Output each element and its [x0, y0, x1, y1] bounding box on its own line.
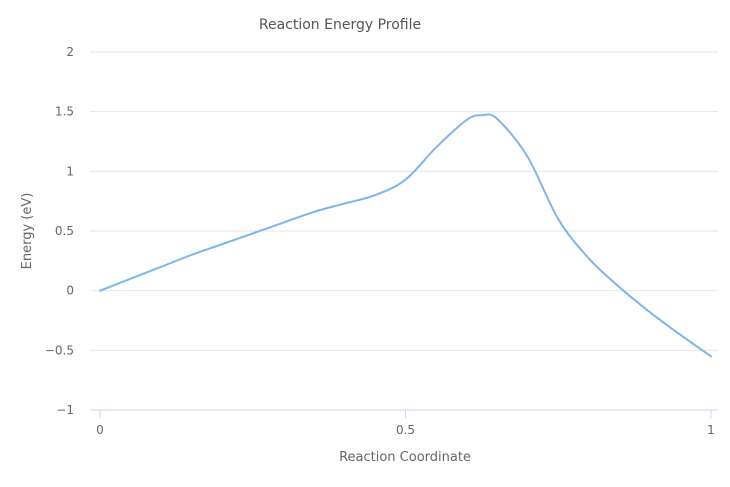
grid-lines: [90, 51, 718, 351]
series-line: [99, 113, 712, 358]
y-tick-label: −1: [56, 403, 74, 417]
y-tick-label: 0.5: [55, 224, 74, 238]
x-axis-title: Reaction Coordinate: [339, 450, 471, 465]
y-tick-label: 1: [66, 164, 74, 178]
x-tick-label: 0: [96, 423, 104, 437]
x-tick-label: 1: [707, 423, 715, 437]
y-tick-label: 0: [66, 284, 74, 298]
chart-title: Reaction Energy Profile: [259, 17, 421, 33]
plot-area: [99, 113, 712, 358]
x-axis: [90, 409, 718, 418]
y-tick-label: 2: [66, 45, 74, 59]
y-axis-title: Energy (eV): [20, 193, 35, 270]
y-tick-label: 1.5: [55, 105, 74, 119]
x-axis-tick-labels: 0 0.5 1: [96, 423, 715, 437]
x-tick-label: 0.5: [396, 423, 415, 437]
y-axis-tick-labels: −1 −0.5 0 0.5 1 1.5 2: [45, 45, 74, 417]
y-tick-label: −0.5: [45, 343, 74, 357]
